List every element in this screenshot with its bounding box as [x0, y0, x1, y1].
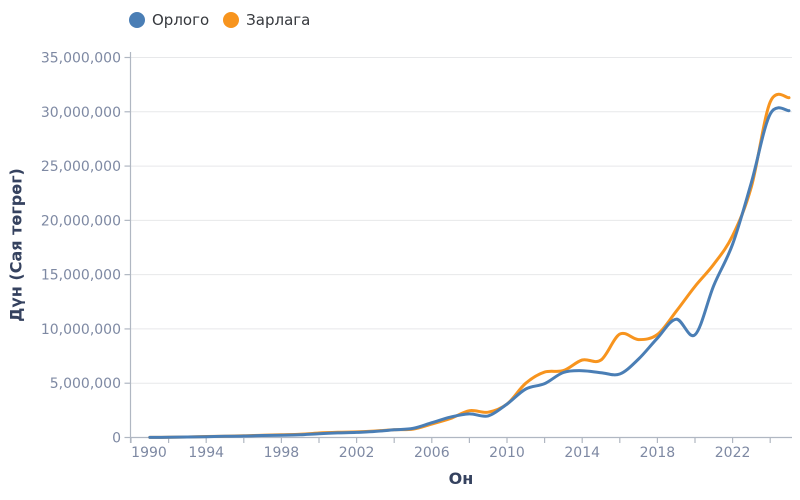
legend-label-revenue: Орлого: [152, 11, 210, 29]
y-tick-label: 15,000,000: [41, 268, 121, 284]
y-tick-label: 5,000,000: [50, 376, 121, 392]
x-axis-title: Он: [448, 469, 474, 488]
revenue-legend-dot-icon: [129, 12, 145, 28]
x-tick-label: 2014: [564, 445, 600, 461]
x-tick-label: 1994: [188, 445, 224, 461]
x-tick-label: 1998: [264, 445, 300, 461]
x-tick-label: 2018: [640, 445, 676, 461]
expenditure-line-series: [148, 92, 791, 439]
x-tick-label: 2022: [715, 445, 751, 461]
legend-item-expenditure[interactable]: Зарлага: [223, 11, 310, 29]
y-tick-label: 25,000,000: [41, 159, 121, 175]
legend-item-revenue[interactable]: Орлого: [129, 11, 209, 29]
legend-label-expenditure: Зарлага: [246, 11, 311, 29]
revenue-line-series: [148, 106, 791, 439]
x-tick-label: 1990: [131, 445, 167, 461]
y-axis-title: Дүн (Сая төгрөг): [6, 168, 26, 322]
y-tick-label: 35,000,000: [41, 51, 121, 67]
y-tick-label: 30,000,000: [41, 105, 121, 121]
x-tick-label: 2010: [489, 445, 525, 461]
x-tick-label: 2002: [339, 445, 375, 461]
expenditure-legend-dot-icon: [223, 12, 240, 28]
x-tick-label: 2006: [414, 445, 450, 461]
y-tick-label: 20,000,000: [41, 213, 121, 229]
y-tick-label: 0: [112, 431, 121, 447]
legend: Орлого Зарлага: [129, 11, 310, 29]
y-tick-label: 10,000,000: [41, 322, 121, 338]
